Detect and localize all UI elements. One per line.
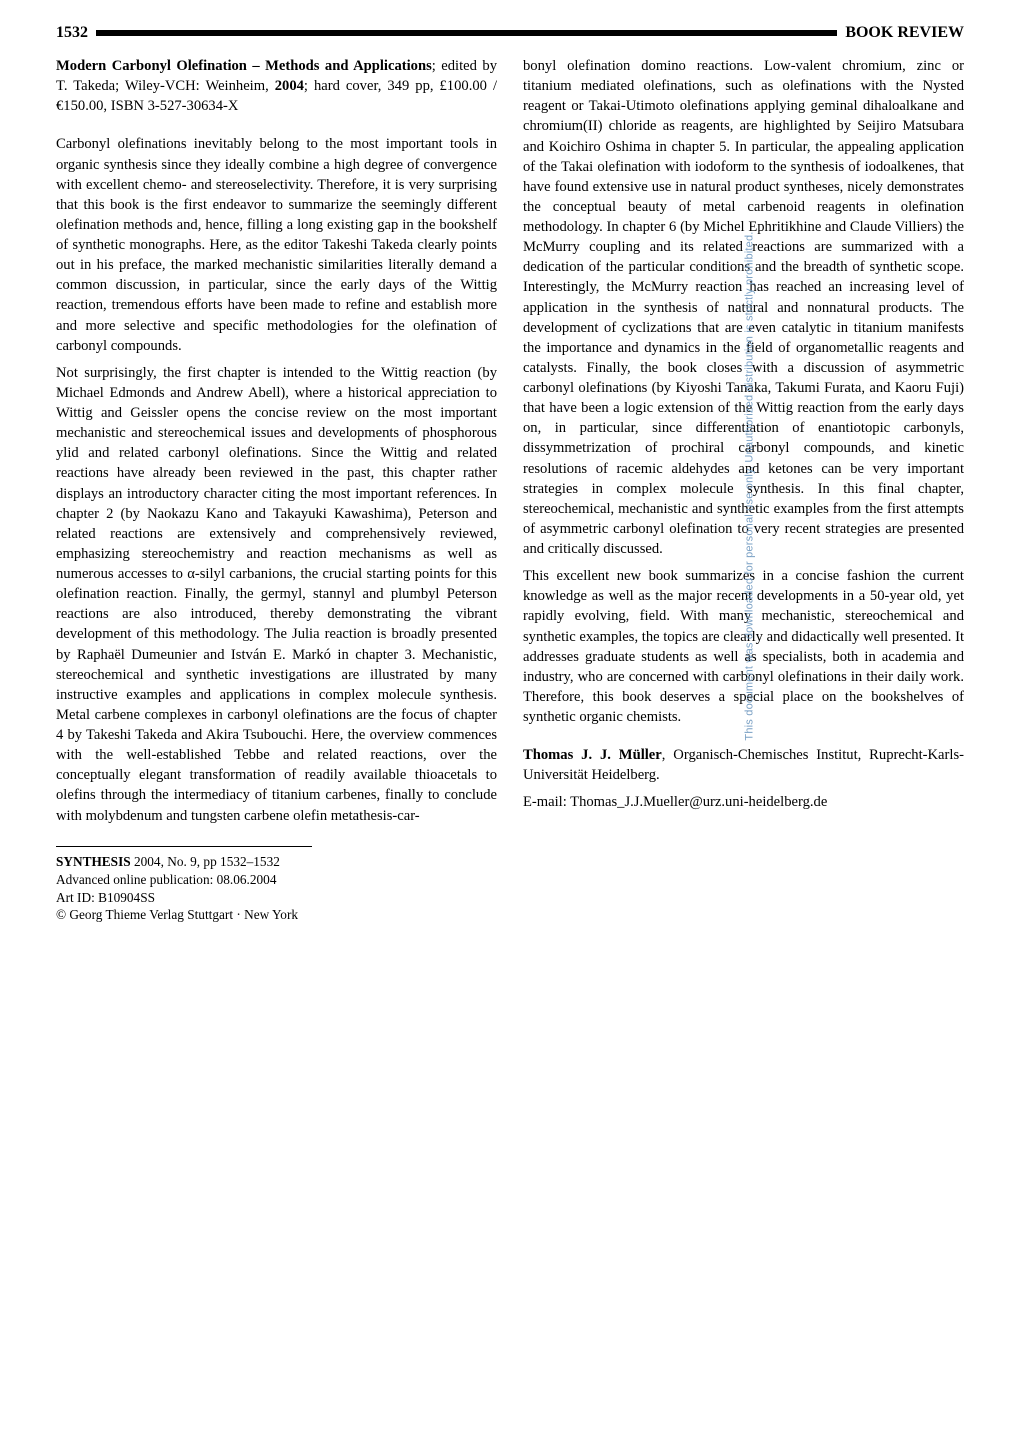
book-year: 2004 [275,78,304,94]
body-paragraph: Not surprisingly, the first chapter is i… [56,363,497,826]
footer-line: © Georg Thieme Verlag Stuttgart · New Yo… [56,906,497,924]
author-block: Thomas J. J. Müller, Organisch-Chemische… [523,745,964,785]
footer-rule [56,846,312,847]
journal-issue: 2004, No. 9, pp 1532–1532 [131,854,280,869]
header-rule [96,30,837,36]
page: 1532 BOOK REVIEW Modern Carbonyl Olefina… [0,0,1020,972]
footer-line: Art ID: B10904SS [56,889,497,907]
body-paragraph: Carbonyl olefinations inevitably belong … [56,134,497,355]
section-label: BOOK REVIEW [845,24,964,42]
page-number: 1532 [56,24,88,42]
footer-line: SYNTHESIS 2004, No. 9, pp 1532–1532 [56,853,497,871]
book-title: Modern Carbonyl Olefination – Methods an… [56,58,432,74]
book-reference: Modern Carbonyl Olefination – Methods an… [56,56,497,116]
author-name: Thomas J. J. Müller [523,747,662,763]
footer: SYNTHESIS 2004, No. 9, pp 1532–1532 Adva… [56,853,497,925]
side-notice: This document was downloaded for persona… [743,232,755,741]
author-email: E-mail: Thomas_J.J.Mueller@urz.uni-heide… [523,792,964,812]
footer-line: Advanced online publication: 08.06.2004 [56,871,497,889]
columns: Modern Carbonyl Olefination – Methods an… [56,56,964,924]
page-header: 1532 BOOK REVIEW [56,24,964,42]
left-column: Modern Carbonyl Olefination – Methods an… [56,56,497,924]
journal-name: SYNTHESIS [56,854,131,869]
